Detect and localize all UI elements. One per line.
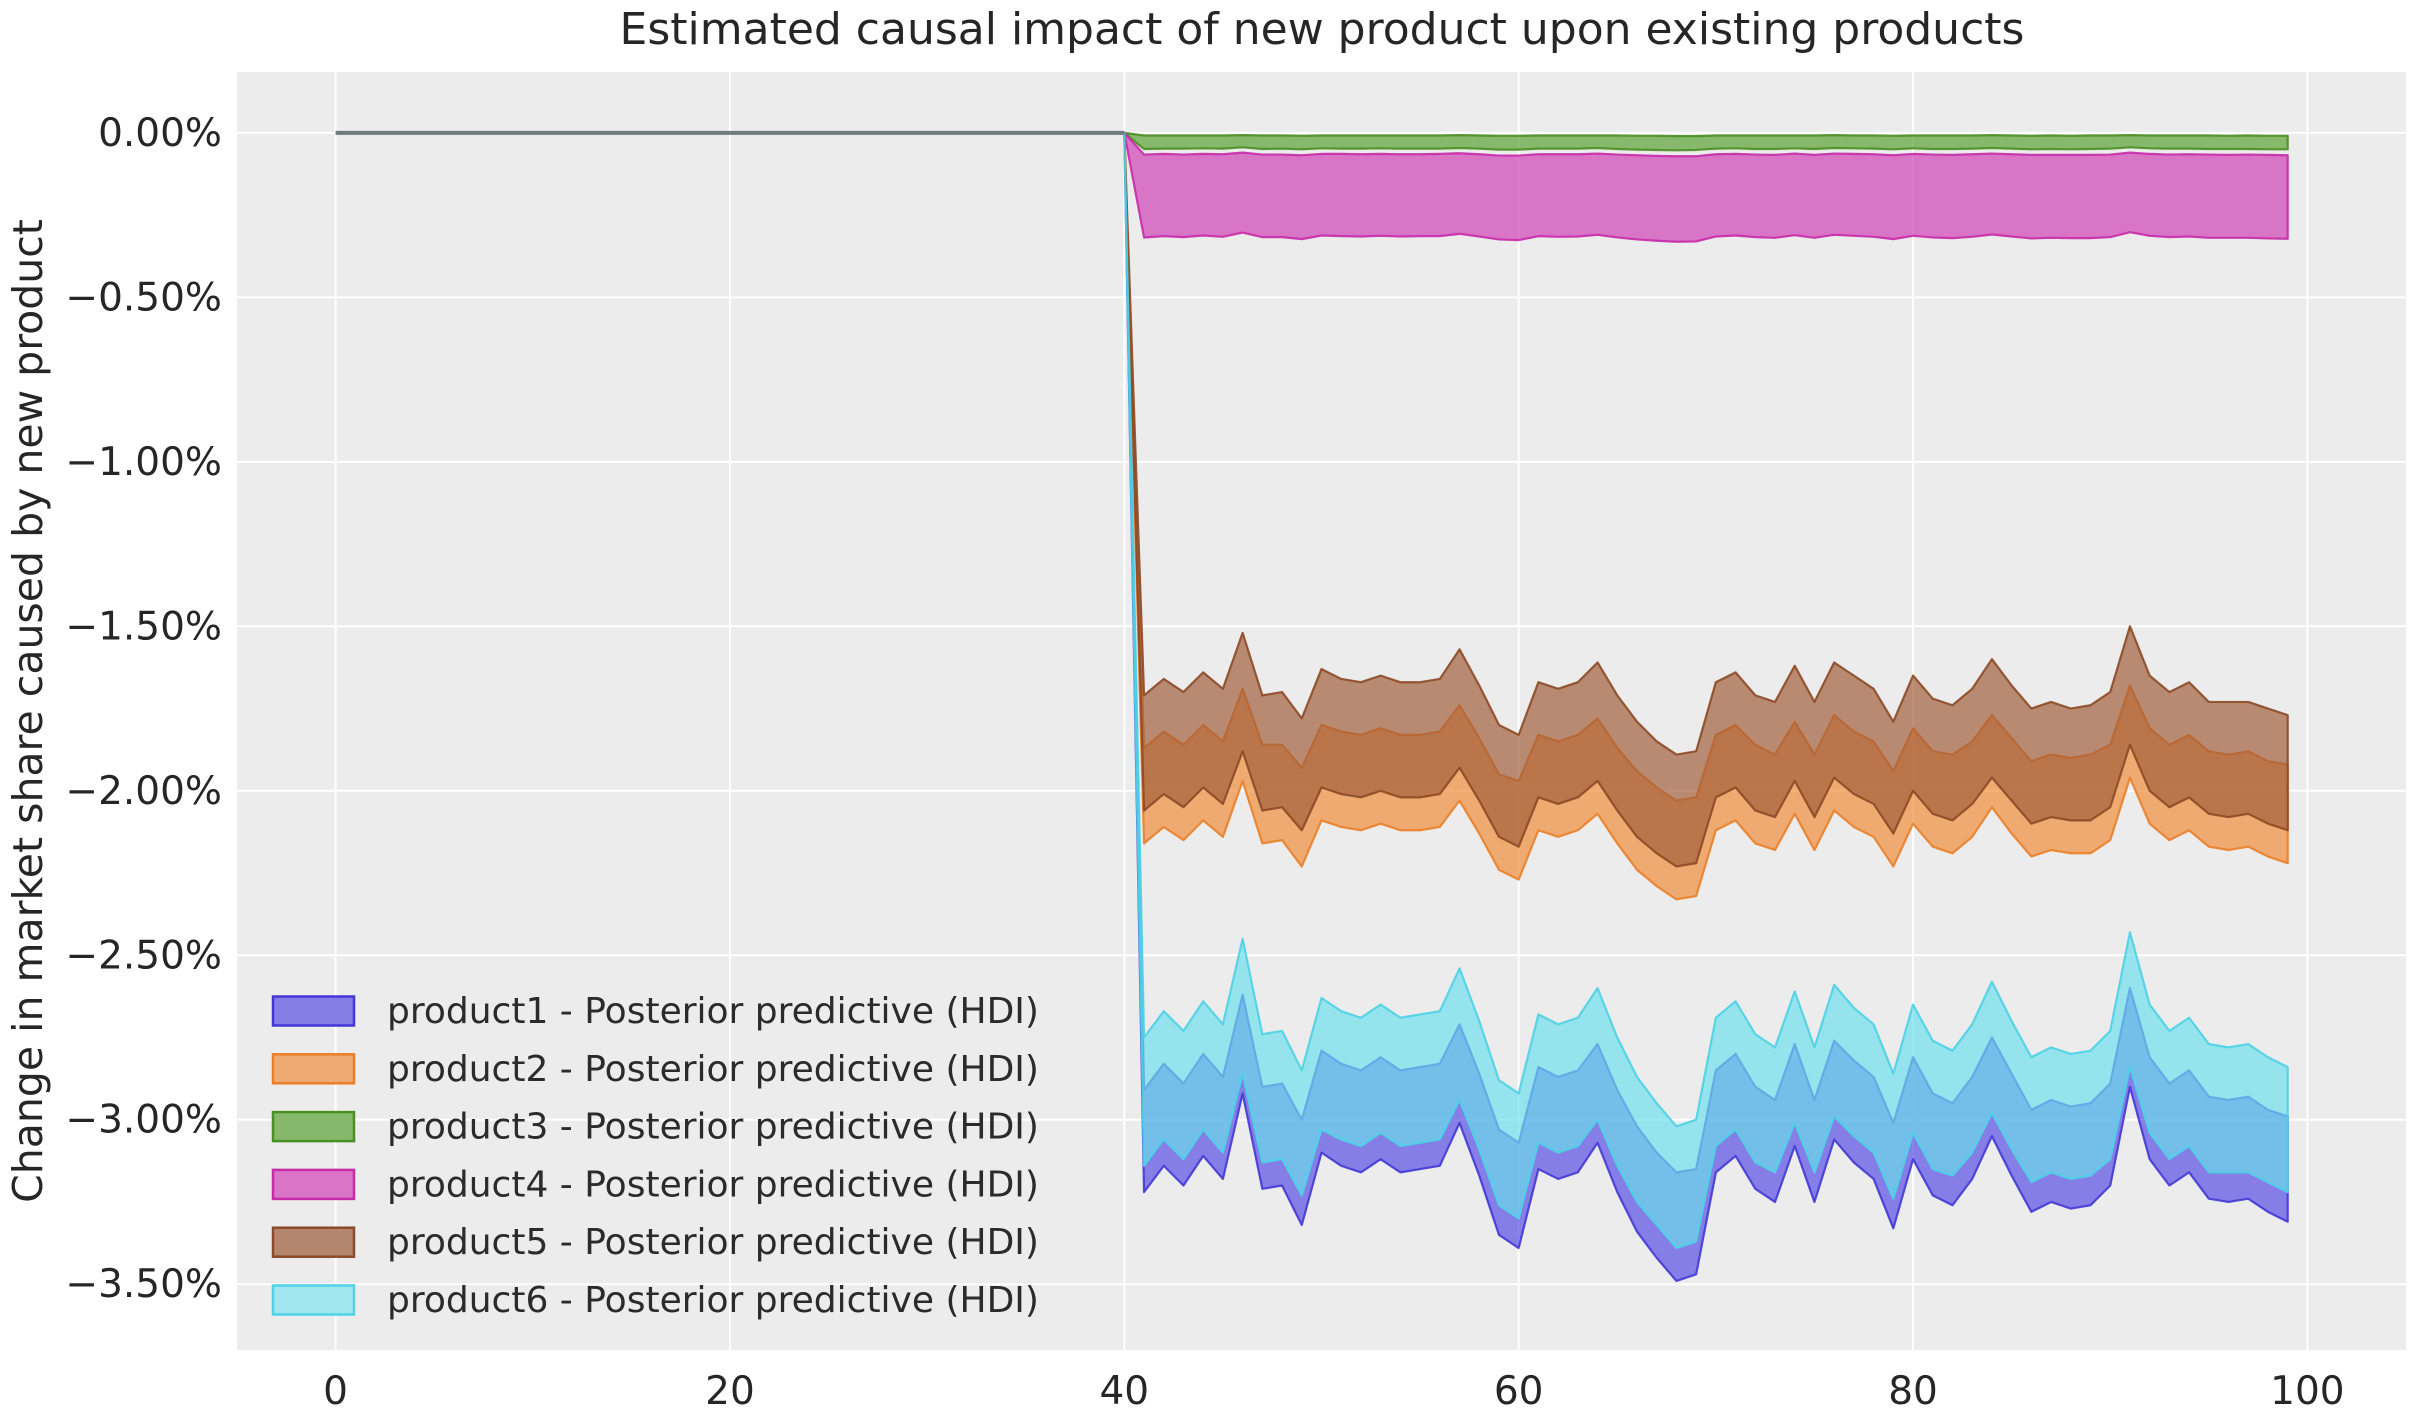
legend-label: product4 - Posterior predictive (HDI) [387, 1164, 1039, 1205]
band-product4 [1123, 131, 2289, 243]
y-tick-label: −1.00% [65, 440, 222, 485]
y-axis-label: Change in market share caused by new pro… [4, 219, 52, 1203]
x-tick-label: 60 [1494, 1369, 1544, 1414]
y-tick-label: −1.50% [65, 604, 222, 649]
legend-swatch [271, 1226, 356, 1258]
legend-item-product2: product2 - Posterior predictive (HDI) [271, 1049, 1039, 1090]
x-tick-label: 20 [705, 1369, 755, 1414]
band-product3 [1123, 131, 2289, 152]
y-tick-label: −3.50% [65, 1262, 222, 1307]
legend-item-product5: product5 - Posterior predictive (HDI) [271, 1222, 1039, 1263]
x-tick-label: 40 [1099, 1369, 1149, 1414]
legend: product1 - Posterior predictive (HDI) pro… [271, 991, 1039, 1321]
legend-swatch [271, 1110, 356, 1143]
legend-item-product1: product1 - Posterior predictive (HDI) [271, 991, 1039, 1032]
legend-label: product6 - Posterior predictive (HDI) [387, 1280, 1039, 1321]
y-tick-label: 0.00% [98, 111, 222, 156]
x-tick-label: 100 [2270, 1369, 2344, 1414]
legend-swatch [271, 995, 356, 1027]
legend-swatch [271, 1053, 356, 1085]
legend-label: product1 - Posterior predictive (HDI) [387, 991, 1039, 1032]
legend-swatch [271, 1284, 356, 1316]
legend-swatch [271, 1168, 356, 1201]
legend-item-product6: product6 - Posterior predictive (HDI) [271, 1280, 1039, 1321]
x-tick-label: 0 [323, 1369, 348, 1414]
legend-label: product5 - Posterior predictive (HDI) [387, 1222, 1039, 1263]
tick-label-layer: 0.00% −0.50% −1.00% −1.50% −2.00% −2.50% −3.00… [65, 111, 2344, 1414]
band-product5 [1123, 131, 2289, 868]
band-product6 [1123, 131, 2289, 1250]
legend-label: product2 - Posterior predictive (HDI) [387, 1049, 1039, 1090]
chart-title: Estimated causal impact of new product u… [620, 4, 2025, 55]
hdi-band-layer [1123, 131, 2289, 1283]
y-tick-label: −2.00% [65, 769, 222, 814]
y-tick-label: −0.50% [65, 275, 222, 320]
y-tick-label: −3.00% [65, 1098, 222, 1143]
y-tick-label: −2.50% [65, 933, 222, 978]
legend-item-product3: product3 - Posterior predictive (HDI) [271, 1107, 1039, 1148]
x-tick-label: 80 [1888, 1369, 1938, 1414]
legend-item-product4: product4 - Posterior predictive (HDI) [271, 1164, 1039, 1205]
legend-label: product3 - Posterior predictive (HDI) [387, 1107, 1039, 1148]
